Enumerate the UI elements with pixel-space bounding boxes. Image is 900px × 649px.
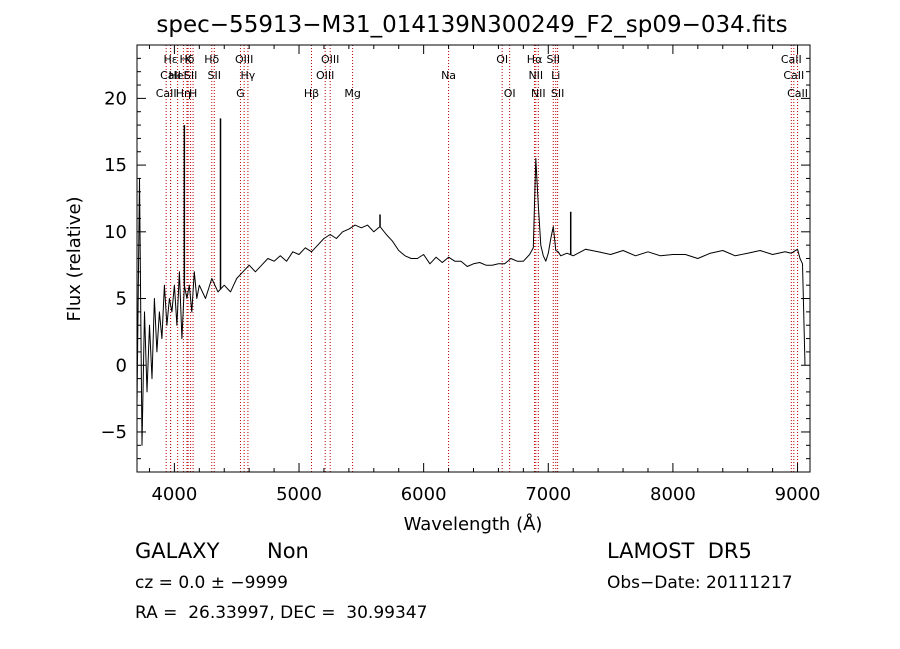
line-marker-label-27: CaII xyxy=(781,53,802,66)
line-marker-label-19: OI xyxy=(496,53,508,66)
plot-frame xyxy=(136,44,811,473)
line-marker-label-23: NII xyxy=(531,87,546,100)
line-marker-label-8: H xyxy=(189,87,197,100)
line-marker-label-13: Hγ xyxy=(241,69,256,82)
series-group xyxy=(136,118,806,446)
line-marker-label-14: Hβ xyxy=(304,87,319,100)
line-marker-labels: CaIICaIIHεHeIHηHδKSIIHHδSIIGOIIIHγHβOIII… xyxy=(156,53,808,100)
line-marker-label-24: SII xyxy=(547,53,560,66)
line-marker-label-29: CaII xyxy=(787,87,808,100)
line-markers xyxy=(165,45,799,472)
redshift-label: cz = 0.0 ± −9999 xyxy=(135,573,288,593)
line-marker-label-0: CaII xyxy=(156,87,177,100)
line-marker-label-2: Hε xyxy=(164,53,178,66)
line-marker-label-5: Hδ xyxy=(179,53,194,66)
y-tick-label-4: 15 xyxy=(104,155,127,176)
line-marker-label-7: SII xyxy=(184,69,197,82)
y-tick-label-5: 20 xyxy=(104,88,127,109)
survey-label: LAMOST DR5 xyxy=(607,539,752,563)
x-tick-label-1: 5000 xyxy=(276,484,322,505)
line-marker-label-4: Hη xyxy=(176,87,191,100)
line-marker-label-10: SII xyxy=(208,69,221,82)
x-tick-label-2: 6000 xyxy=(401,484,447,505)
line-marker-label-17: Mg xyxy=(344,87,360,100)
chart-title: spec−55913−M31_014139N300249_F2_sp09−034… xyxy=(156,12,787,38)
radec-label: RA = 26.33997, DEC = 30.99347 xyxy=(135,603,428,623)
spectrum-line-0 xyxy=(136,157,806,446)
line-marker-label-6: K xyxy=(184,53,192,66)
line-marker-label-9: Hδ xyxy=(204,53,219,66)
line-marker-label-12: OIII xyxy=(235,53,253,66)
y-axis-label: Flux (relative) xyxy=(64,196,85,321)
y-axis: −5 0 5 10 15 20 xyxy=(100,57,810,460)
line-marker-label-11: G xyxy=(236,87,245,100)
line-marker-label-28: CaII xyxy=(783,69,804,82)
line-marker-label-1: CaII xyxy=(160,69,181,82)
line-marker-label-18: Na xyxy=(441,69,456,82)
x-tick-label-4: 8000 xyxy=(650,484,696,505)
line-marker-label-26: SII xyxy=(551,87,564,100)
x-axis-label: Wavelength (Å) xyxy=(404,513,543,535)
line-marker-label-15: OIII xyxy=(316,69,334,82)
class-label: GALAXY xyxy=(135,539,220,563)
y-tick-label-0: −5 xyxy=(100,422,127,443)
obs-date-label: Obs−Date: 20111217 xyxy=(607,573,793,593)
x-tick-label-3: 7000 xyxy=(525,484,571,505)
line-marker-label-21: Hα xyxy=(527,53,543,66)
line-marker-label-3: HeI xyxy=(168,69,186,82)
y-tick-label-1: 0 xyxy=(116,355,127,376)
x-tick-label-0: 4000 xyxy=(151,484,197,505)
x-axis: 4000 5000 6000 7000 8000 9000 xyxy=(148,45,821,505)
line-marker-label-16: OIII xyxy=(321,53,339,66)
y-tick-label-3: 10 xyxy=(104,222,127,243)
y-tick-label-2: 5 xyxy=(116,289,127,310)
line-marker-label-20: OI xyxy=(504,87,516,100)
subclass-label: Non xyxy=(267,539,309,563)
line-marker-label-22: NII xyxy=(528,69,543,82)
line-marker-label-25: Li xyxy=(551,69,560,82)
x-tick-label-5: 9000 xyxy=(775,484,821,505)
